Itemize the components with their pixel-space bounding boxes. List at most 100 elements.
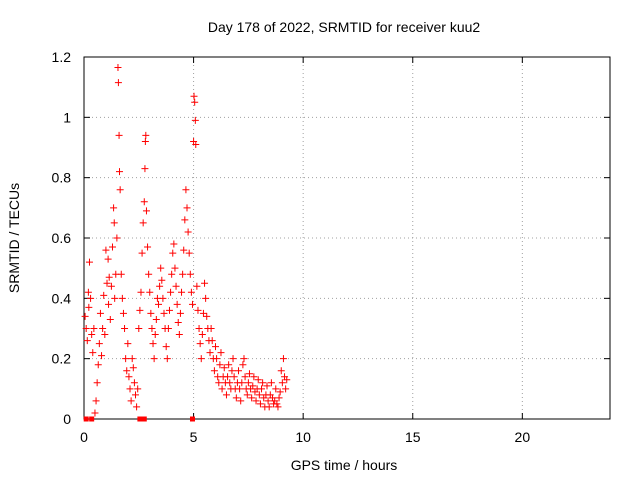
x-tick-label: 5: [190, 429, 198, 445]
data-point: [116, 168, 124, 176]
data-point: [114, 79, 122, 87]
data-point: [202, 294, 210, 302]
data-point: [173, 300, 181, 308]
data-point: [232, 394, 240, 402]
data-point: [275, 394, 283, 402]
data-point: [103, 279, 111, 287]
data-point: [255, 391, 263, 399]
data-point: [245, 370, 253, 378]
data-point: [125, 373, 133, 381]
data-point: [195, 325, 203, 332]
data-point: [243, 391, 251, 399]
data-point: [81, 312, 89, 320]
data-point: [264, 397, 272, 405]
data-point: [116, 186, 124, 194]
data-point: [85, 258, 93, 266]
data-point: [224, 373, 232, 381]
data-point: [114, 64, 122, 72]
data-point: [100, 291, 108, 299]
data-point: [155, 300, 163, 308]
data-point: [134, 385, 142, 393]
data-point: [158, 276, 166, 284]
data-point: [226, 379, 234, 387]
data-point: [278, 379, 286, 387]
data-point: [172, 282, 180, 290]
data-point: [239, 361, 247, 369]
data-point: [135, 325, 143, 332]
y-tick-label: 1: [63, 109, 71, 125]
data-point: [152, 315, 160, 323]
data-point: [141, 137, 149, 145]
data-point: [104, 255, 112, 263]
data-point: [282, 385, 290, 393]
data-point: [283, 376, 291, 384]
x-tick-label: 0: [80, 429, 88, 445]
data-point: [190, 92, 198, 100]
data-point: [156, 282, 164, 290]
plot-frame: [83, 56, 611, 420]
data-point: [147, 309, 155, 317]
data-point: [198, 331, 206, 339]
data-point: [254, 376, 262, 384]
zero-marker: [89, 416, 95, 422]
data-point: [187, 288, 195, 296]
data-point: [228, 367, 236, 375]
data-point: [90, 325, 98, 332]
data-point: [142, 131, 150, 139]
data-point: [213, 355, 221, 363]
data-point: [178, 288, 186, 296]
data-point: [216, 361, 224, 369]
data-point: [144, 243, 152, 251]
data-point: [244, 379, 252, 387]
data-point: [201, 279, 209, 287]
data-point: [183, 204, 191, 212]
data-point: [179, 270, 187, 278]
data-point: [91, 409, 99, 417]
data-point: [105, 300, 113, 308]
data-point: [108, 243, 116, 251]
data-point: [206, 349, 214, 357]
y-tick-label: 0.2: [52, 351, 72, 367]
data-point: [176, 309, 184, 317]
data-point: [110, 204, 118, 212]
data-point: [164, 325, 172, 332]
data-point: [88, 331, 96, 339]
data-point: [279, 355, 287, 363]
data-point: [130, 379, 138, 387]
data-point: [217, 349, 225, 357]
data-point: [237, 397, 245, 405]
data-point: [171, 264, 179, 272]
data-point: [182, 186, 190, 194]
data-point: [175, 331, 183, 339]
y-tick-label: 0.6: [52, 230, 72, 246]
data-point: [150, 355, 158, 363]
data-point: [196, 340, 204, 348]
data-point: [218, 385, 226, 393]
data-point: [165, 306, 173, 314]
data-point: [141, 165, 149, 173]
zero-marker: [189, 416, 195, 422]
y-tick-label: 0.8: [52, 170, 72, 186]
data-point: [252, 397, 260, 405]
x-tick-label: 10: [295, 429, 311, 445]
data-point: [276, 388, 284, 396]
data-point: [273, 400, 281, 408]
data-point: [102, 246, 110, 254]
data-point: [193, 282, 201, 290]
x-axis-title: GPS time / hours: [291, 457, 398, 473]
data-point: [277, 367, 285, 375]
data-point: [119, 309, 127, 317]
data-point: [98, 352, 106, 360]
data-point: [85, 303, 93, 311]
data-point: [240, 355, 248, 363]
data-point: [127, 397, 135, 405]
zero-marker: [83, 416, 89, 422]
data-point: [274, 403, 282, 411]
data-point: [157, 264, 165, 272]
data-point: [169, 249, 177, 257]
data-point: [263, 382, 271, 390]
data-point: [258, 385, 266, 393]
data-point: [128, 355, 136, 363]
data-point: [106, 315, 114, 323]
